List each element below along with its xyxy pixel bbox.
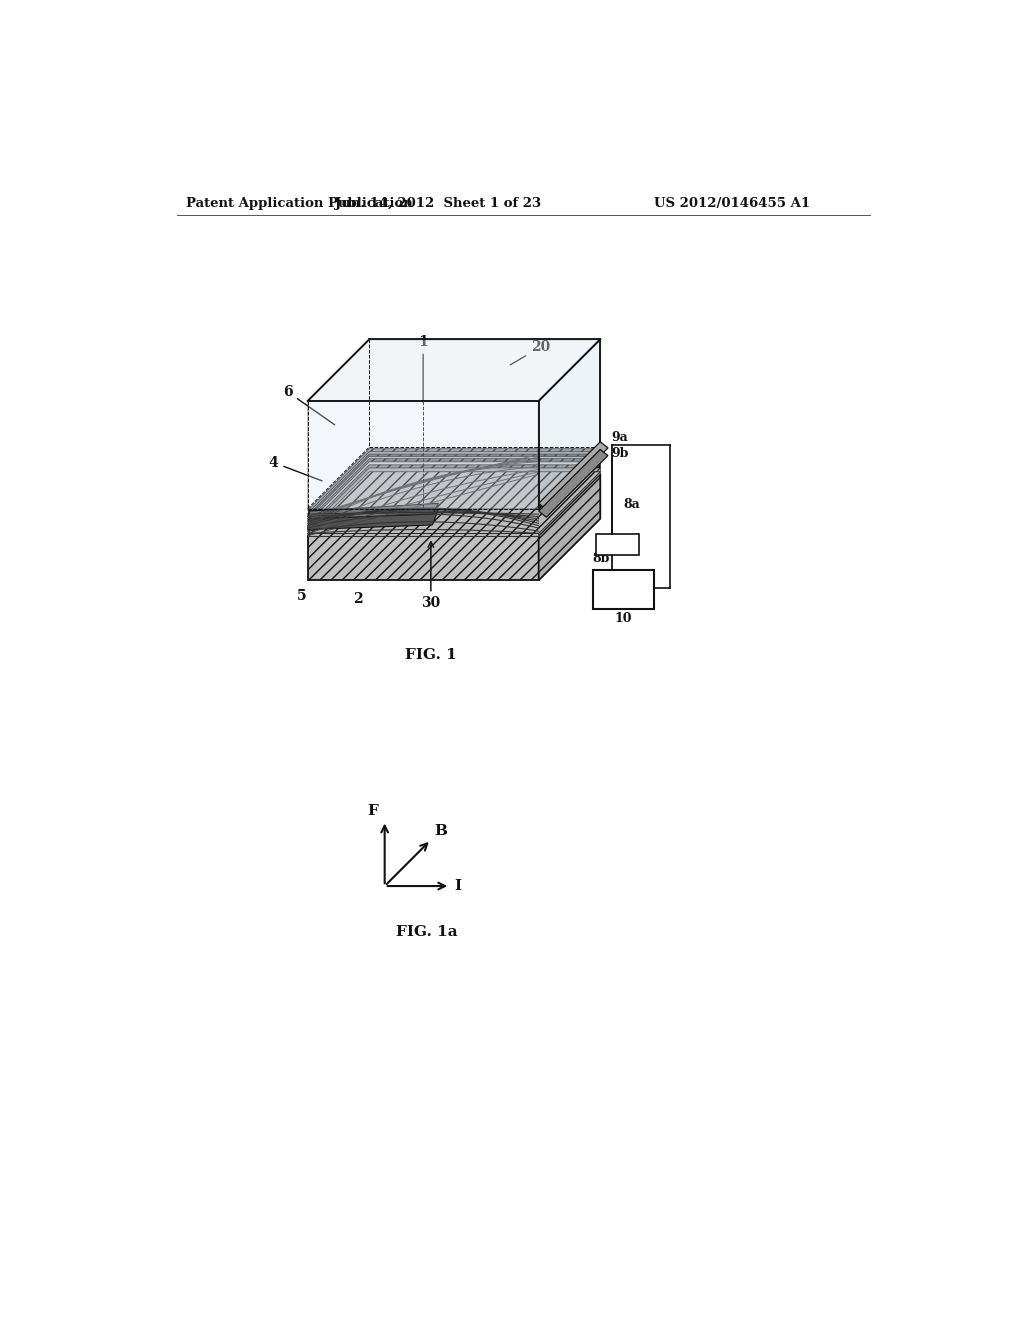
Polygon shape bbox=[307, 529, 539, 533]
Polygon shape bbox=[307, 339, 600, 401]
Text: Patent Application Publication: Patent Application Publication bbox=[186, 197, 413, 210]
Polygon shape bbox=[539, 449, 600, 513]
Polygon shape bbox=[307, 520, 539, 524]
Text: 30: 30 bbox=[421, 541, 440, 610]
Text: 9b: 9b bbox=[611, 446, 629, 459]
Polygon shape bbox=[539, 469, 600, 533]
Polygon shape bbox=[539, 474, 600, 581]
Polygon shape bbox=[539, 442, 608, 510]
Polygon shape bbox=[539, 449, 608, 517]
Polygon shape bbox=[539, 459, 600, 524]
Polygon shape bbox=[307, 459, 600, 520]
Polygon shape bbox=[307, 474, 600, 536]
Polygon shape bbox=[307, 527, 539, 529]
Text: 10: 10 bbox=[614, 612, 632, 626]
Text: US 2012/0146455 A1: US 2012/0146455 A1 bbox=[654, 197, 810, 210]
Polygon shape bbox=[307, 513, 539, 516]
Polygon shape bbox=[307, 508, 438, 529]
Text: Jun. 14, 2012  Sheet 1 of 23: Jun. 14, 2012 Sheet 1 of 23 bbox=[336, 197, 542, 210]
Text: 1: 1 bbox=[418, 335, 428, 403]
Polygon shape bbox=[309, 503, 438, 519]
Text: 9a: 9a bbox=[611, 432, 629, 445]
Polygon shape bbox=[539, 451, 600, 516]
Polygon shape bbox=[307, 469, 600, 529]
Polygon shape bbox=[539, 471, 600, 536]
Polygon shape bbox=[307, 401, 539, 508]
Polygon shape bbox=[307, 524, 539, 527]
Polygon shape bbox=[307, 516, 539, 517]
Text: I: I bbox=[454, 879, 461, 894]
Polygon shape bbox=[539, 465, 600, 529]
Polygon shape bbox=[307, 449, 600, 511]
Polygon shape bbox=[307, 517, 539, 520]
Text: FIG. 1: FIG. 1 bbox=[404, 648, 457, 663]
Text: 2: 2 bbox=[353, 591, 362, 606]
Polygon shape bbox=[539, 462, 600, 527]
Polygon shape bbox=[307, 471, 600, 533]
Polygon shape bbox=[593, 570, 654, 609]
Polygon shape bbox=[539, 339, 600, 508]
Polygon shape bbox=[307, 462, 600, 524]
Text: 4: 4 bbox=[268, 455, 322, 480]
Polygon shape bbox=[307, 474, 600, 536]
Text: B: B bbox=[435, 824, 447, 838]
Text: 8a: 8a bbox=[624, 499, 640, 511]
Polygon shape bbox=[307, 451, 600, 513]
Polygon shape bbox=[539, 454, 600, 517]
Text: F: F bbox=[368, 804, 379, 817]
Text: FIG. 1a: FIG. 1a bbox=[396, 925, 458, 940]
Polygon shape bbox=[596, 535, 639, 554]
Text: 20: 20 bbox=[510, 341, 550, 364]
Polygon shape bbox=[539, 457, 600, 520]
Polygon shape bbox=[307, 511, 539, 513]
Polygon shape bbox=[307, 465, 600, 527]
Polygon shape bbox=[307, 457, 600, 517]
Text: 5: 5 bbox=[297, 589, 306, 603]
Polygon shape bbox=[307, 536, 539, 581]
Polygon shape bbox=[307, 454, 600, 516]
Text: 6: 6 bbox=[283, 384, 335, 425]
Polygon shape bbox=[307, 533, 539, 536]
Text: 8b: 8b bbox=[593, 552, 610, 565]
